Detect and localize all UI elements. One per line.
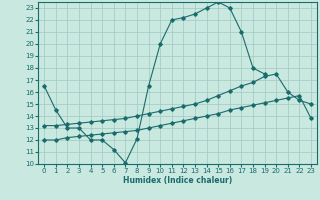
X-axis label: Humidex (Indice chaleur): Humidex (Indice chaleur)	[123, 176, 232, 185]
